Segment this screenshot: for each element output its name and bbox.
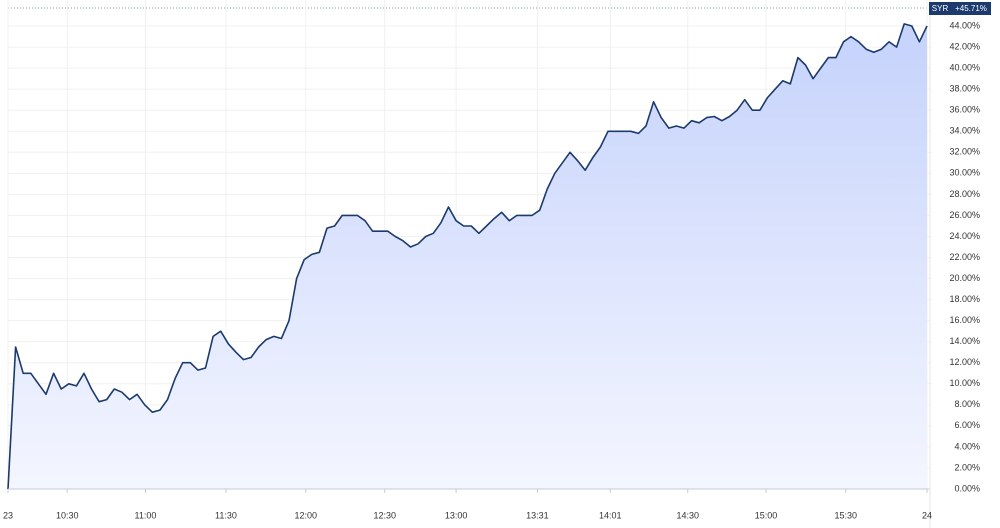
value-badge	[951, 2, 991, 15]
y-tick-label: 14.00%	[949, 336, 980, 346]
line	[7, 23, 928, 490]
y-tick-label: 44.00%	[949, 20, 980, 30]
y-tick-label: 30.00%	[949, 168, 980, 178]
x-tick-label: 13:31	[526, 510, 549, 520]
x-tick-label: 11:00	[135, 510, 157, 520]
y-tick-label: 18.00%	[949, 294, 980, 304]
x-tick-label: 15:00	[755, 510, 778, 520]
legend-label: SYR	[932, 4, 949, 13]
x-tick-label: 23	[3, 510, 13, 520]
legend-badge	[929, 2, 951, 15]
y-tick-label: 20.00%	[949, 273, 980, 283]
y-tick-label: 32.00%	[949, 147, 980, 157]
y-tick-label: 26.00%	[949, 210, 980, 220]
y-tick-label: 4.00%	[954, 441, 980, 451]
x-tick-label: 24	[922, 510, 932, 520]
y-tick-label: 40.00%	[949, 63, 980, 73]
y-tick-label: 6.00%	[954, 420, 980, 430]
y-tick-label: 8.00%	[954, 399, 980, 409]
x-tick-label: 15:30	[834, 510, 857, 520]
y-tick-label: 16.00%	[949, 315, 980, 325]
x-tick-label: 14:30	[676, 510, 699, 520]
y-tick-label: 36.00%	[949, 105, 980, 115]
value-label: +45.71%	[955, 4, 987, 13]
y-tick-label: 22.00%	[949, 252, 980, 262]
x-tick-label: 11:30	[215, 510, 237, 520]
y-tick-label: 38.00%	[949, 84, 980, 94]
x-tick-label: 10:30	[56, 510, 79, 520]
y-tick-label: 34.00%	[949, 126, 980, 136]
y-tick-label: 42.00%	[949, 41, 980, 51]
y-tick-label: 12.00%	[949, 357, 980, 367]
x-tick-label: 12:30	[373, 510, 396, 520]
y-tick-label: 10.00%	[949, 378, 980, 388]
y-tick-label: 0.00%	[954, 483, 980, 493]
y-tick-label: 2.00%	[954, 462, 980, 472]
x-tick-label: 13:00	[445, 510, 468, 520]
area	[8, 23, 927, 490]
x-tick-label: 12:00	[294, 510, 317, 520]
y-tick-label: 24.00%	[949, 231, 980, 241]
y-tick-label: 28.00%	[949, 189, 980, 199]
x-tick-label: 14:01	[599, 510, 622, 520]
